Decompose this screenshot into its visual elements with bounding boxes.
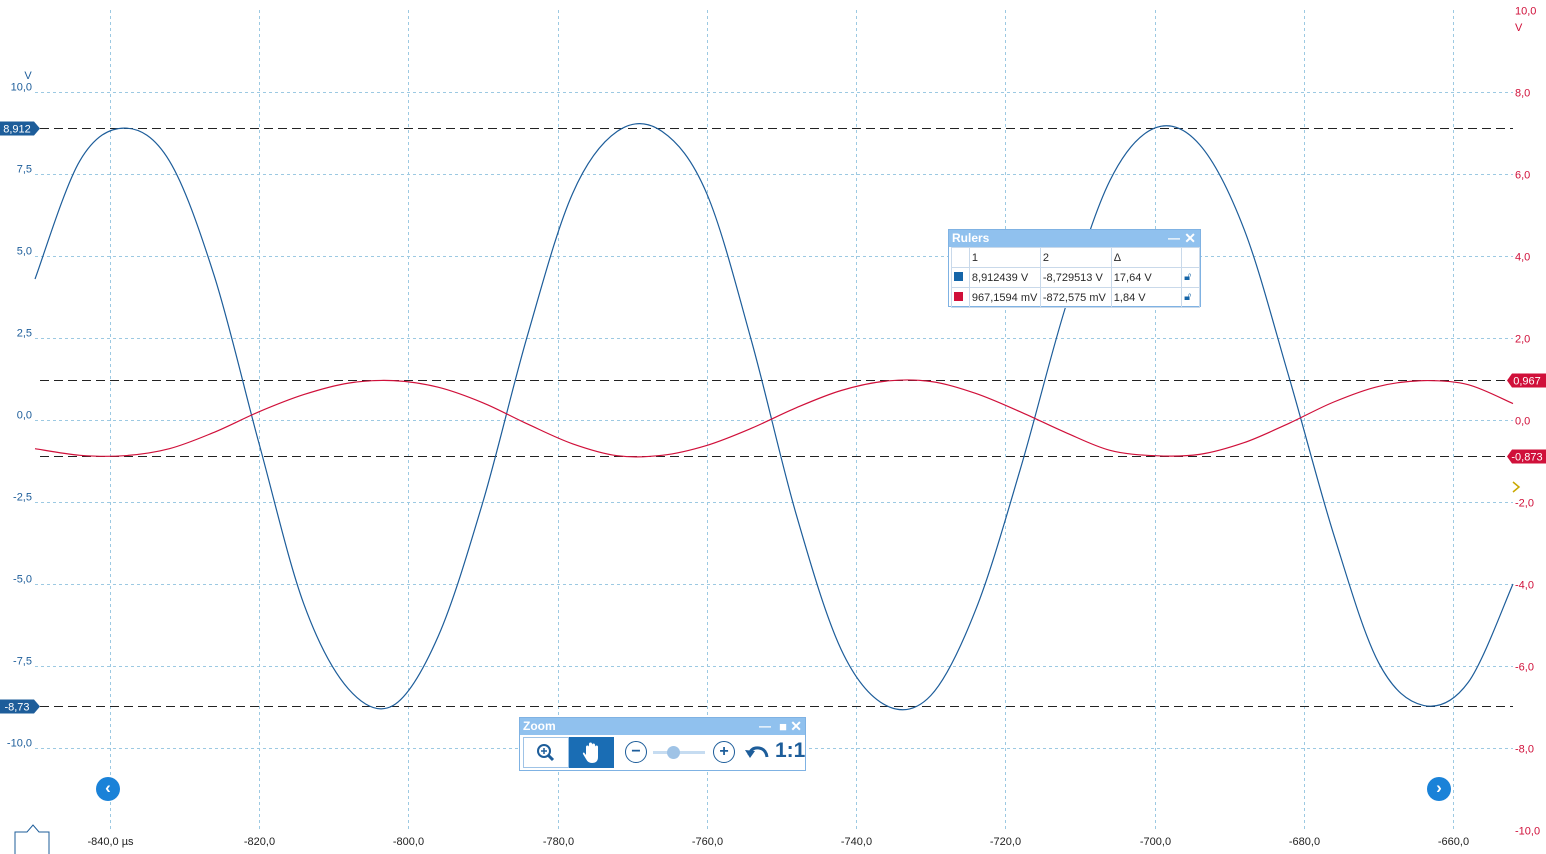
left-y-tick-label: 10,0 bbox=[11, 82, 32, 94]
lock-icon[interactable]: 🔓︎ bbox=[1184, 271, 1192, 283]
right-y-tick-label: 6,0 bbox=[1515, 170, 1530, 182]
right-y-tick-label: -6,0 bbox=[1515, 662, 1534, 674]
ruler-labels: 8,912 -8,73 0,967 -0,873 bbox=[0, 121, 1546, 714]
zoom-slider-knob[interactable] bbox=[667, 746, 681, 759]
left-y-tick-label: -7,5 bbox=[13, 656, 32, 668]
series-line-channel-a bbox=[34, 123, 1514, 711]
x-tick-label: -780,0 bbox=[543, 836, 574, 848]
left-y-tick-label: 2,5 bbox=[17, 328, 32, 340]
lock-icon[interactable]: 🔓︎ bbox=[1184, 291, 1192, 303]
ruler-value-label: -8,73 bbox=[4, 702, 29, 714]
ruler1-value: 8,912439 V bbox=[968, 267, 1041, 288]
x-tick-label: -740,0 bbox=[841, 836, 872, 848]
col-header-1: 1 bbox=[968, 247, 1041, 268]
table-row: 967,1594 mV -872,575 mV 1,84 V 🔓︎ bbox=[951, 287, 1200, 308]
right-axis-unit: V bbox=[1515, 22, 1523, 34]
right-y-tick-label: 10,0 bbox=[1515, 6, 1536, 18]
right-y-tick-label: -2,0 bbox=[1515, 498, 1534, 510]
delta-value: 1,84 V bbox=[1110, 287, 1183, 308]
x-tick-label: -820,0 bbox=[244, 836, 275, 848]
close-icon[interactable]: ✕ bbox=[1184, 230, 1196, 246]
left-y-tick-label: 5,0 bbox=[17, 246, 32, 258]
x-tick-label: -760,0 bbox=[692, 836, 723, 848]
ruler-handle[interactable] bbox=[1507, 373, 1546, 388]
x-tick-label: -660,0 bbox=[1438, 836, 1469, 848]
col-header-delta: Δ bbox=[1110, 247, 1183, 268]
ruler-handle[interactable] bbox=[1507, 449, 1546, 464]
left-y-tick-label: -10,0 bbox=[7, 738, 32, 750]
rulers-panel[interactable]: Rulers — ✕ 1 2 Δ 8,912439 V -8,729513 V … bbox=[948, 229, 1201, 308]
ruler-handle[interactable] bbox=[0, 121, 40, 136]
ruler1-value: 967,1594 mV bbox=[968, 287, 1041, 308]
grid bbox=[35, 10, 1513, 830]
left-y-axis: 10,0 7,5 5,0 2,5 0,0 -2,5 -5,0 -7,5 -10,0 V bbox=[7, 70, 32, 750]
x-tick-label: -840,0 µs bbox=[87, 836, 134, 848]
ruler-lines bbox=[40, 128, 1513, 707]
ruler-handle[interactable] bbox=[0, 699, 40, 714]
ruler2-value: -872,575 mV bbox=[1039, 287, 1112, 308]
zoom-panel[interactable]: Zoom — ■ ✕ − + 1:1 bbox=[519, 717, 806, 771]
ruler-value-label: 0,967 bbox=[1513, 376, 1541, 388]
close-icon[interactable]: ✕ bbox=[790, 718, 802, 734]
table-row: 8,912439 V -8,729513 V 17,64 V 🔓︎ bbox=[951, 267, 1200, 288]
zoom-in-icon[interactable]: + bbox=[713, 741, 735, 763]
ruler2-value: -8,729513 V bbox=[1039, 267, 1112, 288]
channel-a-swatch bbox=[954, 271, 963, 281]
left-y-tick-label: 7,5 bbox=[17, 164, 32, 176]
zoom-slider[interactable] bbox=[653, 746, 705, 759]
pan-hand-icon bbox=[582, 742, 598, 763]
right-y-tick-label: -10,0 bbox=[1515, 826, 1540, 838]
zoom-title: Zoom bbox=[523, 719, 556, 733]
left-y-tick-label: 0,0 bbox=[17, 410, 32, 422]
ruler-value-label: 8,912 bbox=[3, 124, 31, 136]
right-y-tick-label: 4,0 bbox=[1515, 252, 1530, 264]
right-y-tick-label: 2,0 bbox=[1515, 334, 1530, 346]
right-y-tick-label: -8,0 bbox=[1515, 744, 1534, 756]
left-axis-unit: V bbox=[24, 70, 32, 82]
nav-right-icon[interactable]: › bbox=[1427, 777, 1451, 801]
zoom-magnifier-icon bbox=[537, 744, 555, 762]
right-y-axis: 10,0 8,0 6,0 4,0 2,0 0,0 -2,0 -4,0 -6,0 -8,0 -10,0… bbox=[1515, 6, 1540, 838]
x-tick-label: -680,0 bbox=[1289, 836, 1320, 848]
right-y-tick-label: 8,0 bbox=[1515, 88, 1530, 100]
zoom-select-button[interactable] bbox=[523, 737, 569, 768]
rulers-table: 1 2 Δ 8,912439 V -8,729513 V 17,64 V 🔓︎ … bbox=[951, 247, 1200, 308]
maximize-icon[interactable]: ■ bbox=[779, 719, 787, 734]
zoom-out-icon[interactable]: − bbox=[625, 741, 647, 763]
left-y-tick-label: -2,5 bbox=[13, 492, 32, 504]
rulers-title: Rulers bbox=[952, 231, 990, 245]
pan-button[interactable] bbox=[569, 737, 614, 768]
right-y-tick-label: -4,0 bbox=[1515, 580, 1534, 592]
ruler-value-label: -0,873 bbox=[1511, 452, 1542, 464]
rulers-header-row: 1 2 Δ bbox=[951, 247, 1200, 268]
col-header-2: 2 bbox=[1039, 247, 1112, 268]
right-axis-marker-icon[interactable] bbox=[1512, 481, 1521, 493]
x-axis-tab[interactable] bbox=[14, 824, 50, 854]
right-y-tick-label: 0,0 bbox=[1515, 416, 1530, 428]
rulers-title-bar[interactable]: Rulers — ✕ bbox=[949, 230, 1200, 247]
delta-value: 17,64 V bbox=[1110, 267, 1183, 288]
left-y-tick-label: -5,0 bbox=[13, 574, 32, 586]
reset-zoom-button[interactable]: 1:1 bbox=[775, 739, 806, 762]
x-axis: -840,0 µs -820,0 -800,0 -780,0 -760,0 -740,0 -… bbox=[87, 836, 1469, 848]
nav-left-icon[interactable]: ‹ bbox=[96, 777, 120, 801]
x-tick-label: -700,0 bbox=[1140, 836, 1171, 848]
minimize-icon[interactable]: — bbox=[759, 719, 771, 733]
undo-icon[interactable] bbox=[743, 742, 771, 764]
x-tick-label: -720,0 bbox=[990, 836, 1021, 848]
zoom-title-bar[interactable]: Zoom — ■ ✕ bbox=[520, 718, 805, 735]
channel-b-swatch bbox=[954, 291, 963, 301]
minimize-icon[interactable]: — bbox=[1168, 231, 1180, 245]
x-tick-label: -800,0 bbox=[393, 836, 424, 848]
series-line-channel-b bbox=[34, 379, 1514, 458]
series-group bbox=[34, 123, 1514, 711]
